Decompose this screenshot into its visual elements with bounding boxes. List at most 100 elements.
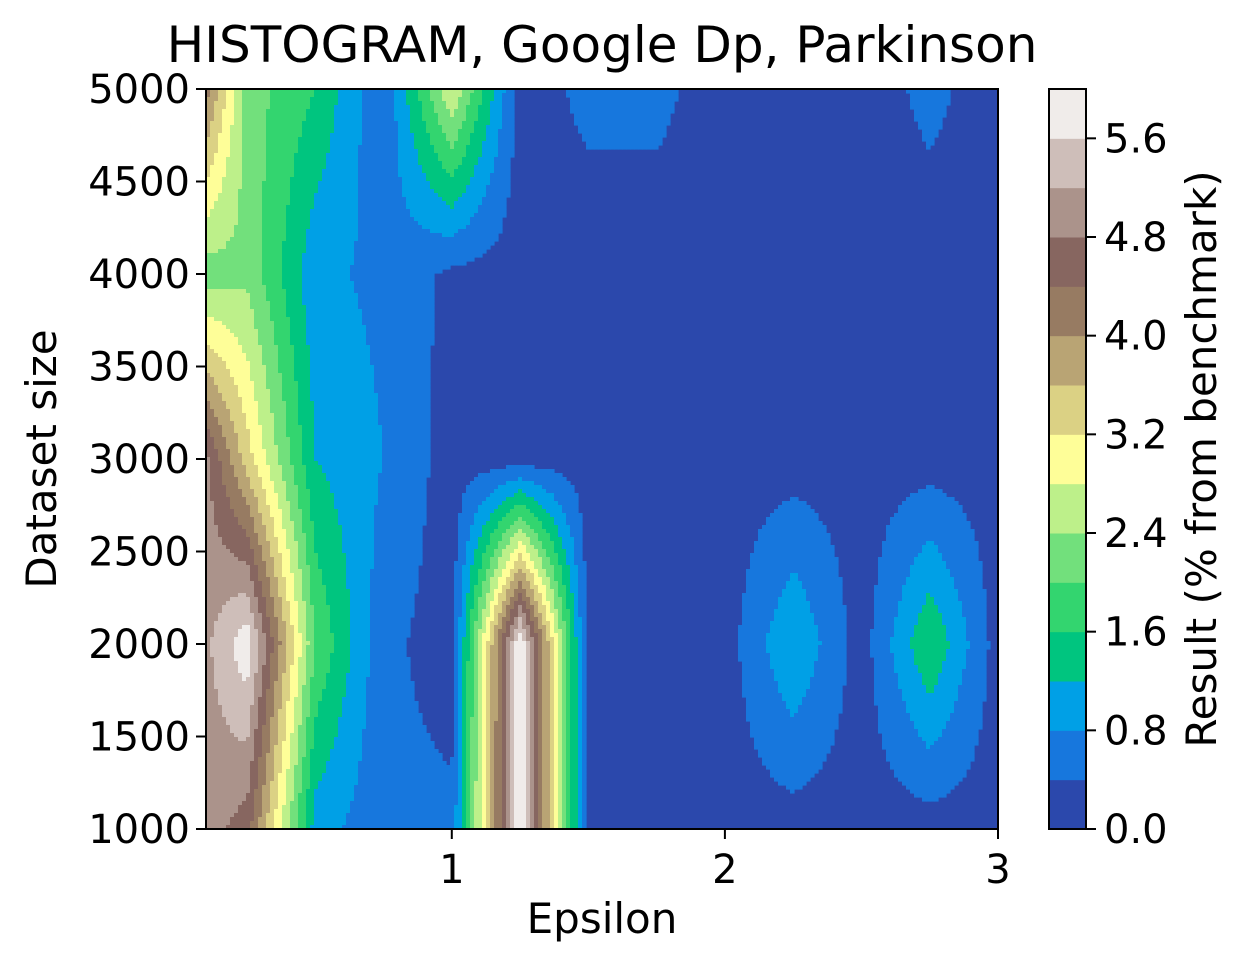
contour-cell xyxy=(214,329,219,334)
contour-cell xyxy=(286,197,291,202)
contour-cell xyxy=(386,133,391,138)
contour-cell xyxy=(306,177,311,182)
contour-cell xyxy=(238,309,243,314)
contour-cell xyxy=(330,125,335,130)
contour-cell xyxy=(426,89,431,94)
contour-cell xyxy=(374,329,379,334)
contour-cell xyxy=(218,217,223,222)
contour-cell xyxy=(270,341,275,346)
contour-cell xyxy=(322,109,327,114)
contour-cell xyxy=(334,121,339,126)
contour-cell xyxy=(358,229,363,234)
contour-cell xyxy=(406,253,411,258)
contour-cell xyxy=(486,209,491,214)
contour-cell xyxy=(294,129,299,134)
contour-cell xyxy=(366,237,371,242)
contour-cell xyxy=(246,257,251,262)
contour-cell xyxy=(914,89,919,94)
contour-cell xyxy=(278,141,283,146)
contour-cell xyxy=(386,161,391,166)
contour-cell xyxy=(274,217,279,222)
contour-cell xyxy=(310,169,315,174)
contour-cell xyxy=(302,217,307,222)
contour-cell xyxy=(446,189,451,194)
contour-cell xyxy=(318,145,323,150)
contour-cell xyxy=(290,329,295,334)
contour-cell xyxy=(598,89,603,94)
contour-cell xyxy=(274,285,279,290)
contour-cell xyxy=(266,233,271,238)
contour-cell xyxy=(250,261,255,266)
contour-cell xyxy=(250,345,255,350)
contour-cell xyxy=(298,317,303,322)
contour-cell xyxy=(250,113,255,118)
contour-cell xyxy=(222,125,227,130)
contour-cell xyxy=(226,217,231,222)
contour-cell xyxy=(218,325,223,330)
contour-cell xyxy=(286,341,291,346)
contour-cell xyxy=(458,121,463,126)
contour-cell xyxy=(350,197,355,202)
contour-cell xyxy=(350,153,355,158)
contour-cell xyxy=(242,193,247,198)
contour-cell xyxy=(502,173,507,178)
contour-cell xyxy=(326,149,331,154)
contour-cell xyxy=(342,317,347,322)
contour-cell xyxy=(350,309,355,314)
contour-cell xyxy=(454,105,459,110)
contour-cell xyxy=(334,341,339,346)
contour-cell xyxy=(646,145,651,150)
contour-cell xyxy=(246,133,251,138)
contour-cell xyxy=(438,245,443,250)
contour-cell xyxy=(326,121,331,126)
contour-cell xyxy=(254,177,259,182)
contour-cell xyxy=(214,193,219,198)
contour-cell xyxy=(642,141,647,146)
contour-cell xyxy=(218,317,223,322)
contour-cell xyxy=(578,129,583,134)
contour-cell xyxy=(342,129,347,134)
contour-cell xyxy=(414,317,419,322)
contour-cell xyxy=(394,141,399,146)
contour-cell xyxy=(214,273,219,278)
contour-cell xyxy=(338,153,343,158)
contour-cell xyxy=(374,297,379,302)
contour-cell xyxy=(214,169,219,174)
contour-cell xyxy=(302,225,307,230)
contour-cell xyxy=(434,205,439,210)
contour-cell xyxy=(486,121,491,126)
contour-cell xyxy=(494,177,499,182)
contour-cell xyxy=(354,301,359,306)
contour-cell xyxy=(294,213,299,218)
contour-cell xyxy=(282,233,287,238)
contour-cell xyxy=(414,245,419,250)
contour-cell xyxy=(254,217,259,222)
contour-cell xyxy=(266,221,271,226)
contour-cell xyxy=(278,121,283,126)
contour-cell xyxy=(242,109,247,114)
contour-cell xyxy=(234,345,239,350)
contour-cell xyxy=(638,97,643,102)
contour-cell xyxy=(270,309,275,314)
contour-cell xyxy=(510,133,515,138)
contour-cell xyxy=(370,169,375,174)
contour-cell xyxy=(498,149,503,154)
contour-cell xyxy=(234,169,239,174)
contour-cell xyxy=(338,233,343,238)
contour-cell xyxy=(330,133,335,138)
contour-cell xyxy=(494,157,499,162)
contour-cell xyxy=(206,261,211,266)
contour-cell xyxy=(382,309,387,314)
contour-cell xyxy=(206,141,211,146)
contour-cell xyxy=(574,117,579,122)
contour-cell xyxy=(374,205,379,210)
contour-cell xyxy=(382,337,387,342)
contour-cell xyxy=(314,285,319,290)
contour-cell xyxy=(422,277,427,282)
contour-cell xyxy=(250,129,255,134)
contour-cell xyxy=(390,329,395,334)
contour-cell xyxy=(294,333,299,338)
contour-cell xyxy=(578,97,583,102)
contour-cell xyxy=(470,209,475,214)
contour-cell xyxy=(270,97,275,102)
